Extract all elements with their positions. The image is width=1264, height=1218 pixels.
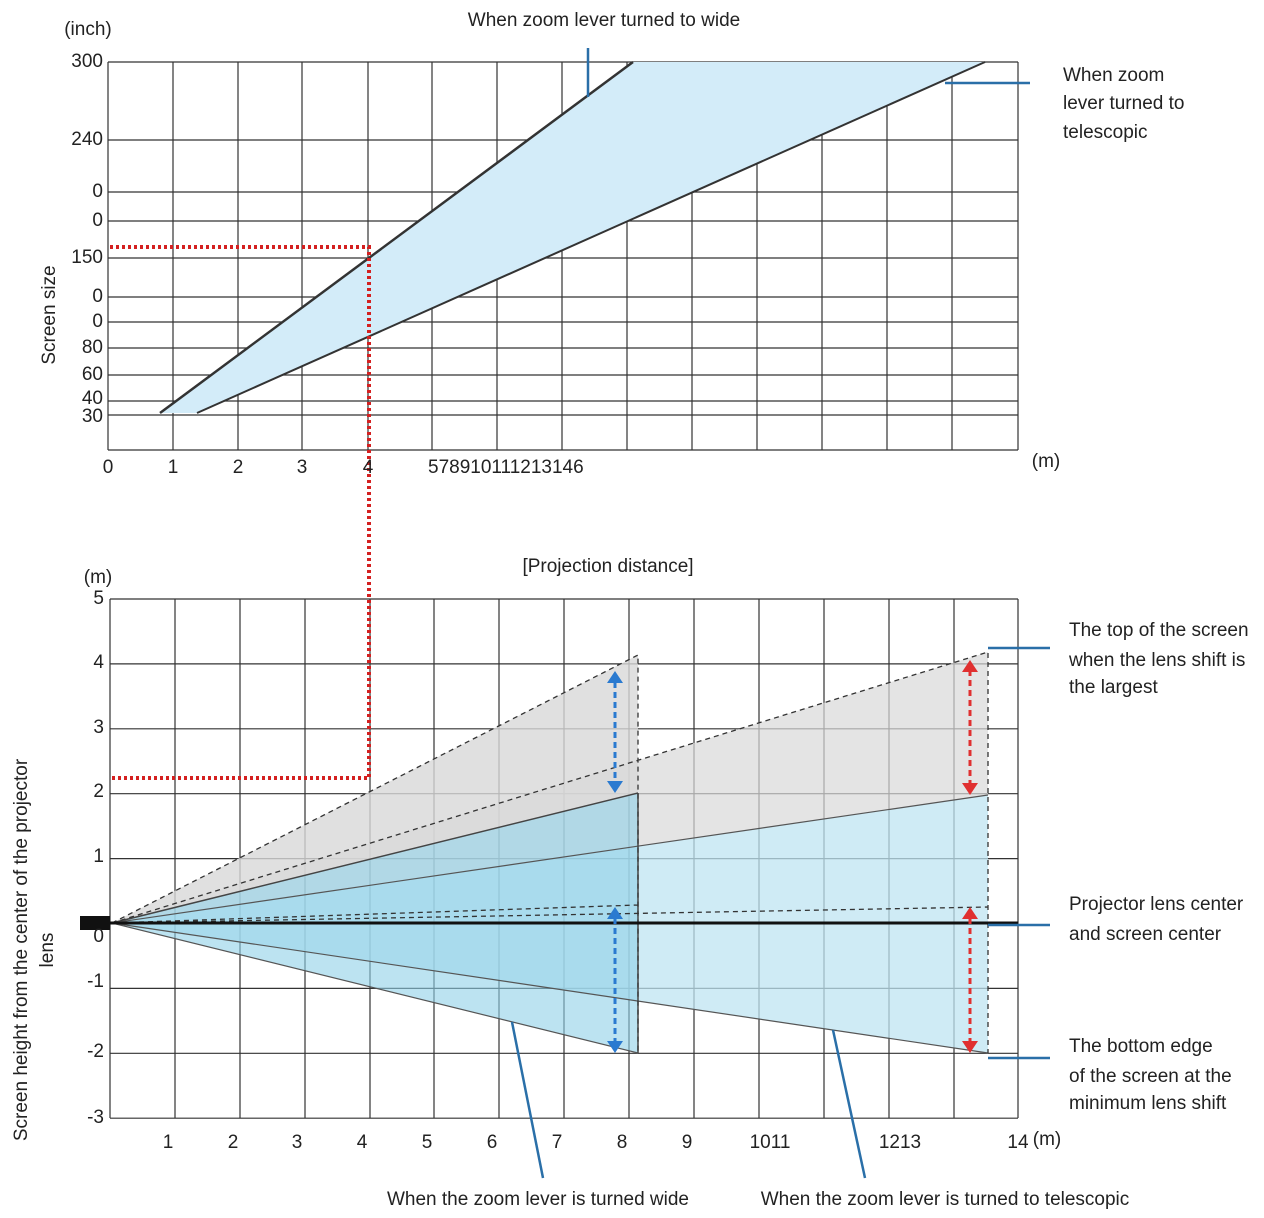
label: minimum lens shift xyxy=(1069,1093,1227,1114)
label: 80 xyxy=(82,337,103,358)
label: 1 xyxy=(163,1132,174,1153)
label: of the screen at the xyxy=(1069,1066,1232,1087)
label: When the zoom lever is turned wide xyxy=(387,1189,689,1210)
label: 3 xyxy=(93,717,104,738)
label: 60 xyxy=(82,364,103,385)
label: -2 xyxy=(87,1041,104,1062)
label: Projector lens center xyxy=(1069,894,1244,915)
label: (inch) xyxy=(64,19,112,40)
label: 0 xyxy=(92,181,103,202)
label: 1011 xyxy=(750,1132,791,1153)
label: and screen center xyxy=(1069,924,1222,945)
label: Screen size xyxy=(39,265,60,364)
label: 1 xyxy=(93,846,104,867)
label: (m) xyxy=(1032,451,1060,472)
label: 3 xyxy=(292,1132,303,1153)
label: 578910111213146 xyxy=(428,457,584,478)
label: Screen height from the center of the pro… xyxy=(11,758,32,1141)
example-guide xyxy=(110,245,371,780)
label: 4 xyxy=(93,652,104,673)
label: 9 xyxy=(682,1132,693,1153)
label: 0 xyxy=(92,286,103,307)
label: the largest xyxy=(1069,677,1158,698)
leader-lines xyxy=(510,48,1050,1179)
label: telescopic xyxy=(1063,122,1148,143)
label: [Projection distance] xyxy=(522,556,693,577)
label: The bottom edge xyxy=(1069,1036,1213,1057)
label: (m) xyxy=(84,567,112,588)
label: 40 xyxy=(82,388,103,409)
tele-line xyxy=(196,61,986,414)
label: 7 xyxy=(552,1132,563,1153)
wide-line xyxy=(159,60,634,415)
label: When the zoom lever is turned to telesco… xyxy=(761,1189,1130,1210)
label: The top of the screen xyxy=(1069,620,1249,641)
label: 30 xyxy=(82,406,103,427)
label: When zoom lever turned to wide xyxy=(468,10,740,31)
label: 1 xyxy=(168,457,179,478)
label: 0 xyxy=(93,926,104,947)
label: 3 xyxy=(297,457,308,478)
projection-lines xyxy=(80,651,1018,1054)
label: 5 xyxy=(422,1132,433,1153)
label: 14 xyxy=(1007,1132,1029,1153)
label: 2 xyxy=(93,781,104,802)
label: 0 xyxy=(92,311,103,332)
label: 4 xyxy=(357,1132,368,1153)
label: lever turned to xyxy=(1063,93,1184,114)
label: 2 xyxy=(233,457,244,478)
label: 0 xyxy=(103,457,114,478)
label: 1213 xyxy=(879,1132,921,1153)
label: -1 xyxy=(87,971,104,992)
label: 240 xyxy=(71,129,103,150)
label: 150 xyxy=(71,247,103,268)
label: When zoom xyxy=(1063,65,1164,86)
label: when the lens shift is xyxy=(1068,650,1245,671)
label: 5 xyxy=(93,588,104,609)
label: 300 xyxy=(71,51,103,72)
label: 4 xyxy=(363,457,374,478)
zoom-range-area xyxy=(160,62,985,413)
label: 0 xyxy=(92,210,103,231)
label: (m) xyxy=(1033,1129,1061,1150)
label: lens xyxy=(37,933,58,968)
arrows xyxy=(613,670,972,1042)
label: 2 xyxy=(228,1132,239,1153)
label: 6 xyxy=(487,1132,498,1153)
label: -3 xyxy=(87,1107,104,1128)
label: 8 xyxy=(617,1132,628,1153)
